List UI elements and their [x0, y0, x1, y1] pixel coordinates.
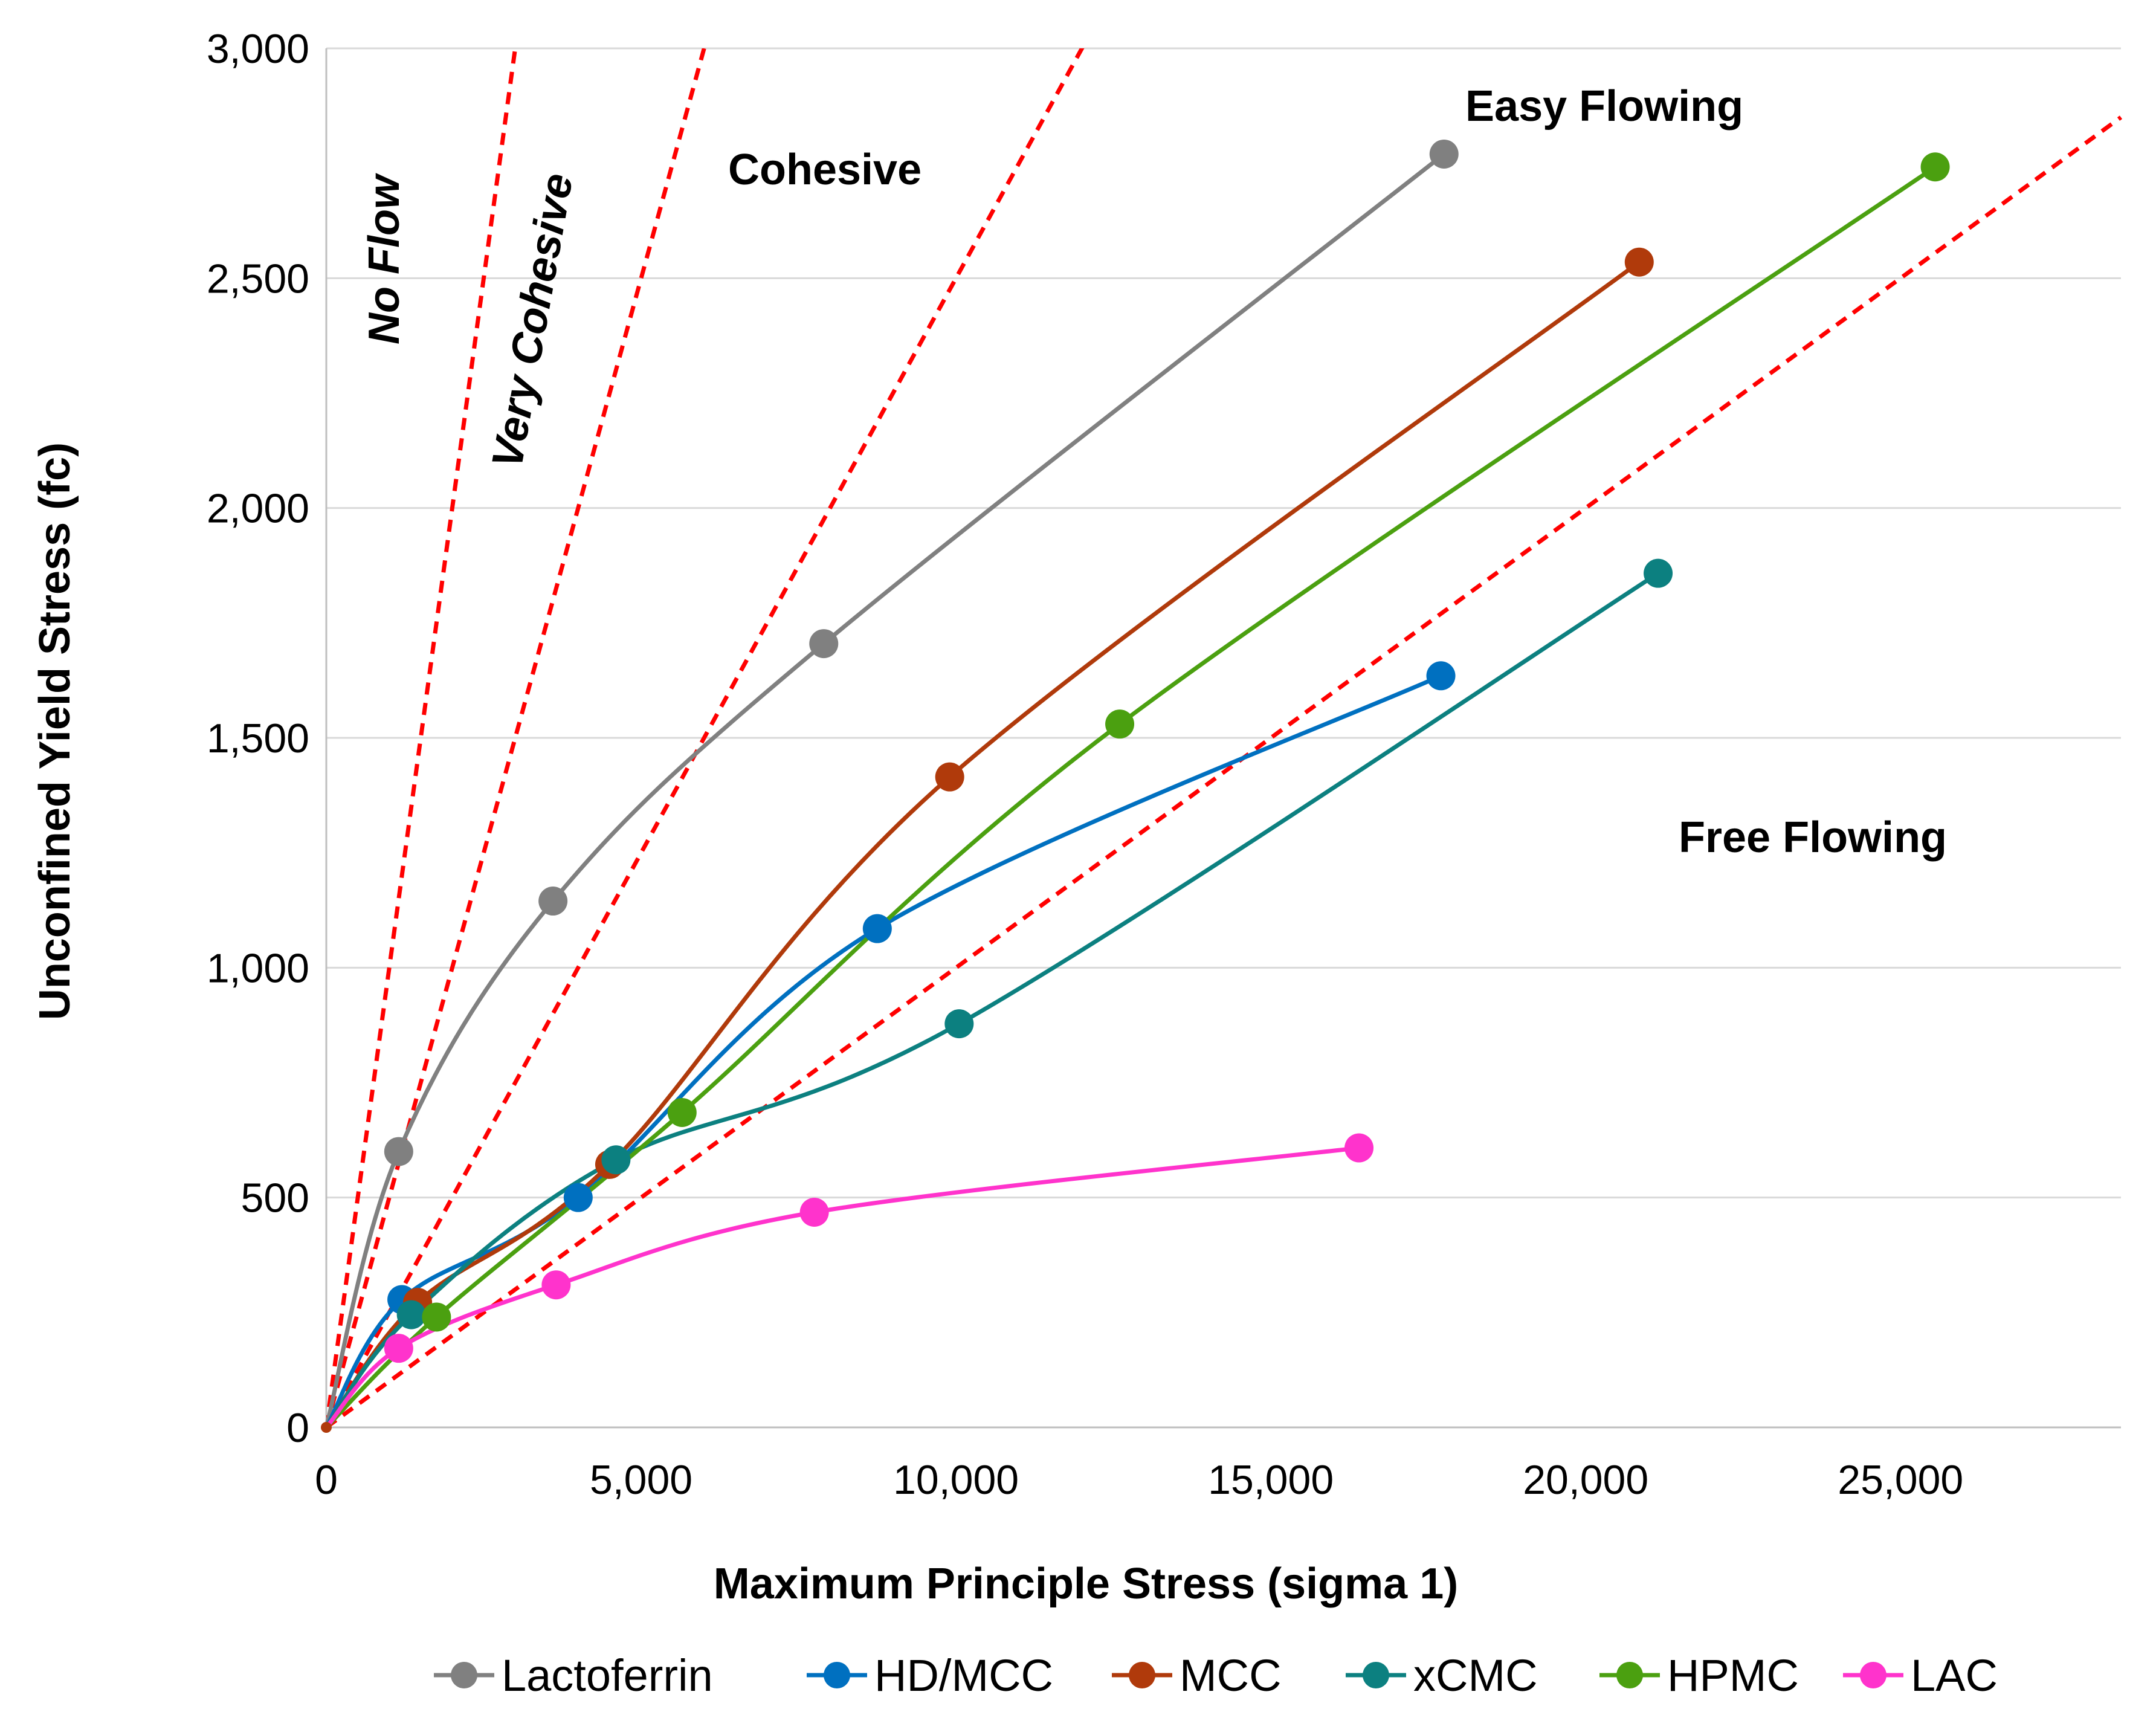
legend-swatch-marker: [1616, 1662, 1643, 1688]
axes-layer: 0 500 1,000 1,500 2,000 2,500 3,000 0 5,000 10,00…: [207, 26, 2121, 1503]
y-tick-label: 1,500: [207, 715, 309, 761]
legend-label: xCMC: [1413, 1650, 1538, 1701]
data-point-xcmc: [601, 1145, 631, 1175]
legend-item-hpmc: HPMC: [1599, 1650, 1799, 1701]
legend-item-xcmc: xCMC: [1346, 1650, 1538, 1701]
very-cohesive-label: Very Cohesive: [483, 170, 582, 472]
y-tick-label: 3,000: [207, 26, 309, 72]
series-line-hd-mcc: [324, 674, 1442, 1429]
data-point-xcmc: [1644, 558, 1673, 588]
series-layer: [324, 152, 1937, 1429]
legend-item-mcc: MCC: [1112, 1650, 1282, 1701]
data-point-xcmc: [944, 1009, 974, 1039]
x-tick-label: 20,000: [1523, 1457, 1648, 1503]
flow-line-ffc-4: [326, 48, 1085, 1427]
series-line-lactoferrin: [324, 152, 1445, 1428]
series-line-hpmc: [324, 165, 1937, 1429]
y-axis-title: Unconfined Yield Stress (fc): [31, 442, 79, 1020]
y-tick-label: 500: [241, 1175, 309, 1221]
legend-swatch-marker: [1363, 1662, 1389, 1688]
flow-line-ffc-2: [326, 48, 706, 1427]
data-point-hpmc: [1920, 152, 1950, 182]
legend-item-hd-mcc: HD/MCC: [807, 1650, 1053, 1701]
legend-label: Lactoferrin: [502, 1650, 713, 1701]
flow-line-ffc-10: [326, 115, 2123, 1427]
legend-swatch-marker: [451, 1662, 477, 1688]
marker-layer: [321, 139, 1950, 1433]
easy-flowing-label: Easy Flowing: [1465, 82, 1743, 131]
data-point-lac: [799, 1198, 829, 1227]
legend-label: HPMC: [1667, 1650, 1799, 1701]
legend-swatch-marker: [1860, 1662, 1886, 1688]
data-point-hd-mcc: [862, 914, 892, 943]
legend-item-lac: LAC: [1843, 1650, 1998, 1701]
data-point-lac: [384, 1334, 413, 1363]
data-point-hpmc: [422, 1302, 451, 1332]
x-tick-label: 0: [315, 1457, 338, 1503]
x-tick-label: 5,000: [590, 1457, 692, 1503]
y-tick-label: 0: [286, 1405, 309, 1451]
y-tick-label: 2,500: [207, 256, 309, 302]
data-point-hd-mcc: [1426, 661, 1456, 691]
x-tick-label: 25,000: [1838, 1457, 1963, 1503]
data-point-lactoferrin: [538, 887, 568, 916]
data-point-lac: [1344, 1133, 1374, 1163]
data-point-hd-mcc: [563, 1183, 593, 1212]
legend: Lactoferrin HD/MCC MCC xCMC HPMC LAC: [434, 1650, 1998, 1701]
data-point-lactoferrin: [384, 1137, 413, 1166]
data-point-hpmc: [1105, 709, 1135, 739]
y-tick-label: 2,000: [207, 486, 309, 532]
free-flowing-label: Free Flowing: [1679, 813, 1947, 862]
legend-swatch-marker: [1129, 1662, 1155, 1688]
x-axis-title: Maximum Principle Stress (sigma 1): [714, 1560, 1458, 1608]
series-line-lac: [324, 1146, 1360, 1429]
data-point-mcc: [1624, 247, 1654, 277]
data-point-lac: [541, 1270, 571, 1300]
no-flow-label: No Flow: [360, 173, 408, 344]
data-point-xcmc: [396, 1300, 426, 1329]
data-point-lactoferrin: [1429, 139, 1459, 169]
grid-layer: [326, 47, 2121, 1199]
legend-label: HD/MCC: [874, 1650, 1053, 1701]
origin-point: [321, 1422, 332, 1433]
x-tick-label: 15,000: [1208, 1457, 1334, 1503]
data-point-lactoferrin: [809, 629, 839, 659]
legend-label: MCC: [1180, 1650, 1282, 1701]
flow-function-lines: [326, 48, 2123, 1427]
flow-line-ffc-1: [326, 48, 518, 1427]
data-point-hpmc: [667, 1097, 697, 1127]
series-line-xcmc: [324, 571, 1659, 1429]
cohesive-label: Cohesive: [728, 146, 921, 194]
y-tick-label: 1,000: [207, 945, 309, 991]
data-point-mcc: [935, 762, 964, 792]
legend-label: LAC: [1911, 1650, 1998, 1701]
legend-swatch-marker: [824, 1662, 850, 1688]
legend-item-lactoferrin: Lactoferrin: [434, 1650, 713, 1701]
x-tick-label: 10,000: [893, 1457, 1019, 1503]
